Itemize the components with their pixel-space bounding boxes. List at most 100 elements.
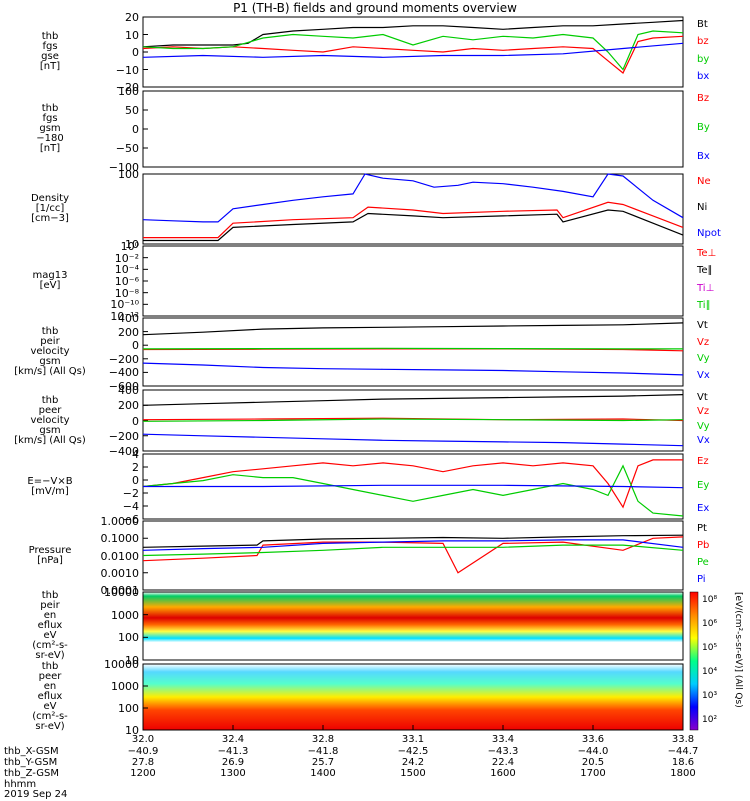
ephem-label-3: hhmm	[4, 779, 37, 790]
ylabel-8-5: (cm²-s-	[32, 640, 68, 651]
ytick-label-6-4: −4	[122, 500, 139, 513]
legend-6-1: Ey	[697, 479, 710, 491]
ylabel-5: thb peer velocity gsm [km/s] (All Qs)	[0, 394, 100, 446]
ephem-label-1: thb_Y-GSM	[4, 757, 58, 768]
legend-5-3: Vx	[697, 435, 710, 446]
ytick-label-4-5: −600	[108, 380, 139, 393]
spectrogram-9	[143, 664, 683, 730]
panel-frame-7	[142, 520, 684, 591]
ytick-label-1-4: −100	[108, 161, 139, 174]
ytick-label-8-2: 100	[118, 631, 139, 645]
legend-4-0: Vt	[697, 320, 708, 331]
legend-0-3: bx	[697, 71, 710, 82]
ylabel-0: thb fgs gse [nT]	[0, 32, 100, 72]
ephem-2-1: 1300	[220, 768, 246, 779]
series-0-1	[142, 35, 684, 74]
ytick-label-8-3: 10	[125, 654, 139, 667]
ytick-label-3-5: 10⁻¹⁰	[110, 298, 139, 312]
series-7-2	[142, 544, 684, 557]
ylabel-8-1: peir	[40, 600, 60, 611]
ytick-label-1-3: −50	[115, 142, 139, 155]
ephem-1-4: 22.4	[491, 757, 515, 768]
ylabel-2: Density [1/cc] [cm−3]	[0, 194, 100, 224]
ytick-label-7-3: 0.0010	[100, 566, 140, 580]
legend-3-3: Ti∥	[697, 300, 711, 311]
legend-7-1: Pb	[697, 540, 710, 551]
ylabel-8: thb peir en eflux eV (cm²-s-sr-eV)	[0, 591, 100, 661]
ytick-label-1-0: 100	[118, 85, 139, 98]
series-4-2	[142, 347, 683, 350]
legend-7-0: Pt	[697, 523, 707, 534]
ytick-label-4-4: −400	[108, 366, 139, 380]
series-4-0	[142, 322, 684, 336]
ytick-label-3-6: 10⁻¹²	[110, 310, 139, 323]
ylabel-1: thb fgs gsm −180 [nT]	[0, 104, 100, 154]
chart-title: P1 (TH-B) fields and ground moments over…	[233, 1, 517, 15]
legend-3-0: Te⊥	[697, 248, 717, 259]
ylabel-8-6: sr-eV)	[35, 650, 65, 661]
ytick-label-1-2: 0	[132, 123, 139, 136]
ephem-1-3: 24.2	[401, 757, 425, 768]
colorbar-tick-0: 10⁸	[702, 595, 718, 605]
ylabel-9-2: en	[43, 681, 57, 692]
ytick-label-9-3: 10	[125, 724, 139, 737]
ylabel-1-3: −180	[36, 133, 64, 144]
ytick-label-7-0: 1.0000	[100, 515, 140, 528]
ytick-label-3-1: 10⁻²	[114, 251, 139, 265]
legend-5-0: Vt	[697, 392, 708, 403]
panel-frame-0	[142, 16, 684, 88]
legend-0-1: bz	[697, 36, 709, 48]
ephem-1-1: 26.9	[221, 757, 245, 768]
series-6-1	[142, 464, 684, 517]
colorbar-tick-2: 10⁵	[702, 643, 718, 653]
ylabel-6: E=−V×B [mV/m]	[0, 476, 100, 497]
ytick-label-4-2: 0	[132, 339, 139, 353]
legend-2-0: Ne	[697, 176, 711, 187]
xtick-label-0: 32.0	[131, 734, 155, 745]
ylabel-7-0: Pressure	[28, 544, 72, 556]
series-4-3	[142, 362, 684, 376]
legend-4-3: Vx	[697, 370, 710, 381]
panel-frame-1	[142, 90, 684, 168]
ytick-label-9-2: 100	[118, 702, 139, 715]
series-5-2	[142, 418, 684, 422]
ytick-label-3-0: 10⁰	[120, 240, 139, 253]
ylabel-5-2: velocity	[30, 414, 70, 426]
ylabel-4-0: thb	[41, 326, 59, 337]
legend-1-0: Bz	[697, 93, 710, 104]
series-0-3	[142, 42, 684, 58]
ytick-label-9-0: 10000	[104, 658, 139, 671]
ylabel-0-3: [nT]	[39, 61, 61, 72]
ylabel-5-0: thb	[41, 394, 59, 406]
ylabel-2-2: [cm−3]	[31, 213, 69, 224]
ylabel-0-1: fgs	[42, 41, 58, 52]
series-6-0	[142, 459, 683, 509]
xtick-label-4: 33.4	[491, 734, 515, 745]
ephem-1-0: 27.8	[131, 757, 155, 768]
ylabel-8-2: en	[43, 610, 57, 621]
legend-2-1: Ni	[697, 202, 708, 213]
ytick-label-7-4: 0.0001	[100, 584, 140, 597]
xtick-label-6: 33.8	[671, 734, 695, 745]
colorbar-tick-1: 10⁶	[702, 619, 718, 629]
ylabel-9-3: eflux	[37, 691, 63, 702]
ylabel-9-5: (cm²-s-	[32, 711, 68, 722]
panel-frame-4	[142, 317, 684, 387]
ytick-label-3-2: 10⁻⁴	[114, 263, 139, 277]
ytick-label-6-1: 2	[132, 461, 139, 474]
ytick-label-5-0: 400	[118, 384, 139, 397]
panel-frame-8	[142, 591, 684, 661]
ylabel-9-6: sr-eV)	[35, 721, 65, 732]
ylabel-9-1: peer	[38, 671, 62, 682]
legend-0-2: by	[697, 53, 710, 65]
ytick-label-4-0: 400	[118, 312, 139, 325]
ylabel-1-4: [nT]	[39, 143, 61, 154]
ephem-0-6: −44.7	[667, 746, 699, 757]
legend-4-2: Vy	[697, 353, 710, 365]
ephem-2-3: 1500	[400, 768, 426, 779]
ytick-label-6-2: 0	[132, 474, 139, 487]
series-2-0	[142, 173, 684, 223]
legend-6-2: Ex	[697, 503, 710, 514]
colorbar-tick-4: 10³	[702, 691, 718, 701]
